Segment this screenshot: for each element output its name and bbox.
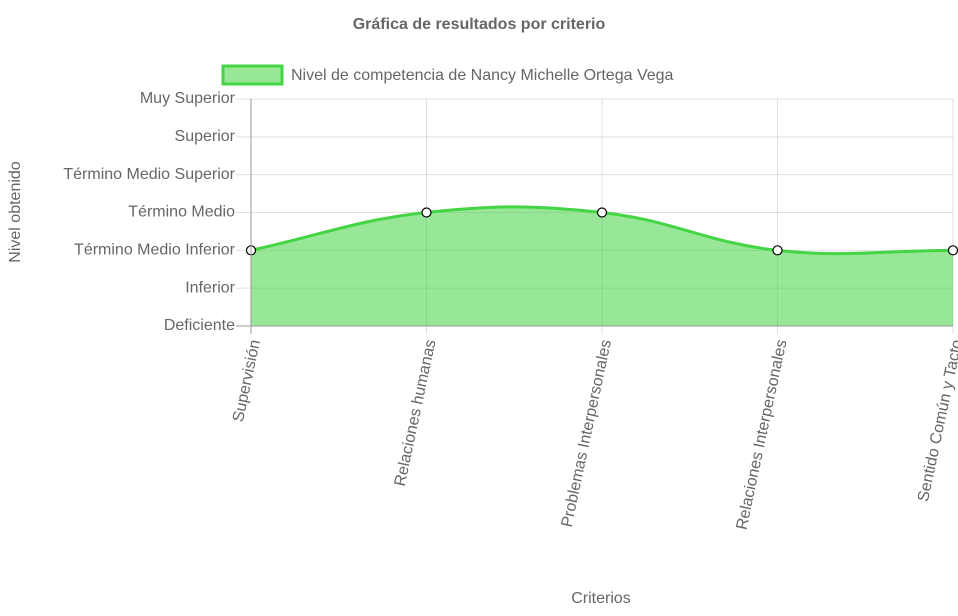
y-tick-label: Término Medio Superior bbox=[63, 166, 235, 183]
y-tick-label: Término Medio Inferior bbox=[74, 242, 236, 259]
area bbox=[251, 206, 953, 326]
y-axis-title: Nivel obtenido bbox=[7, 161, 24, 263]
chart-title: Gráfica de resultados por criterio bbox=[353, 16, 606, 33]
x-tick-label: Relaciones Interpersonales bbox=[734, 338, 791, 531]
point bbox=[772, 245, 783, 256]
x-tick-label: Supervisión bbox=[230, 338, 264, 423]
y-tick-label: Término Medio bbox=[128, 204, 235, 221]
x-tick-label: Relaciones humanas bbox=[392, 338, 440, 488]
y-tick-label: Muy Superior bbox=[140, 90, 236, 107]
x-tick-label: Problemas Interpersonales bbox=[559, 338, 615, 529]
y-tick-label: Superior bbox=[175, 128, 236, 145]
point bbox=[421, 207, 432, 218]
y-tick-label: Inferior bbox=[185, 279, 235, 296]
x-tick-label: Sentido Común y Tacto bbox=[915, 338, 958, 503]
x-axis-title: Criterios bbox=[571, 590, 631, 607]
point bbox=[596, 207, 608, 218]
y-tick-label: Deficiente bbox=[164, 317, 235, 334]
point bbox=[947, 245, 958, 256]
legend-label: Nivel de competencia de Nancy Michelle O… bbox=[291, 67, 674, 84]
legend-swatch bbox=[221, 64, 284, 86]
